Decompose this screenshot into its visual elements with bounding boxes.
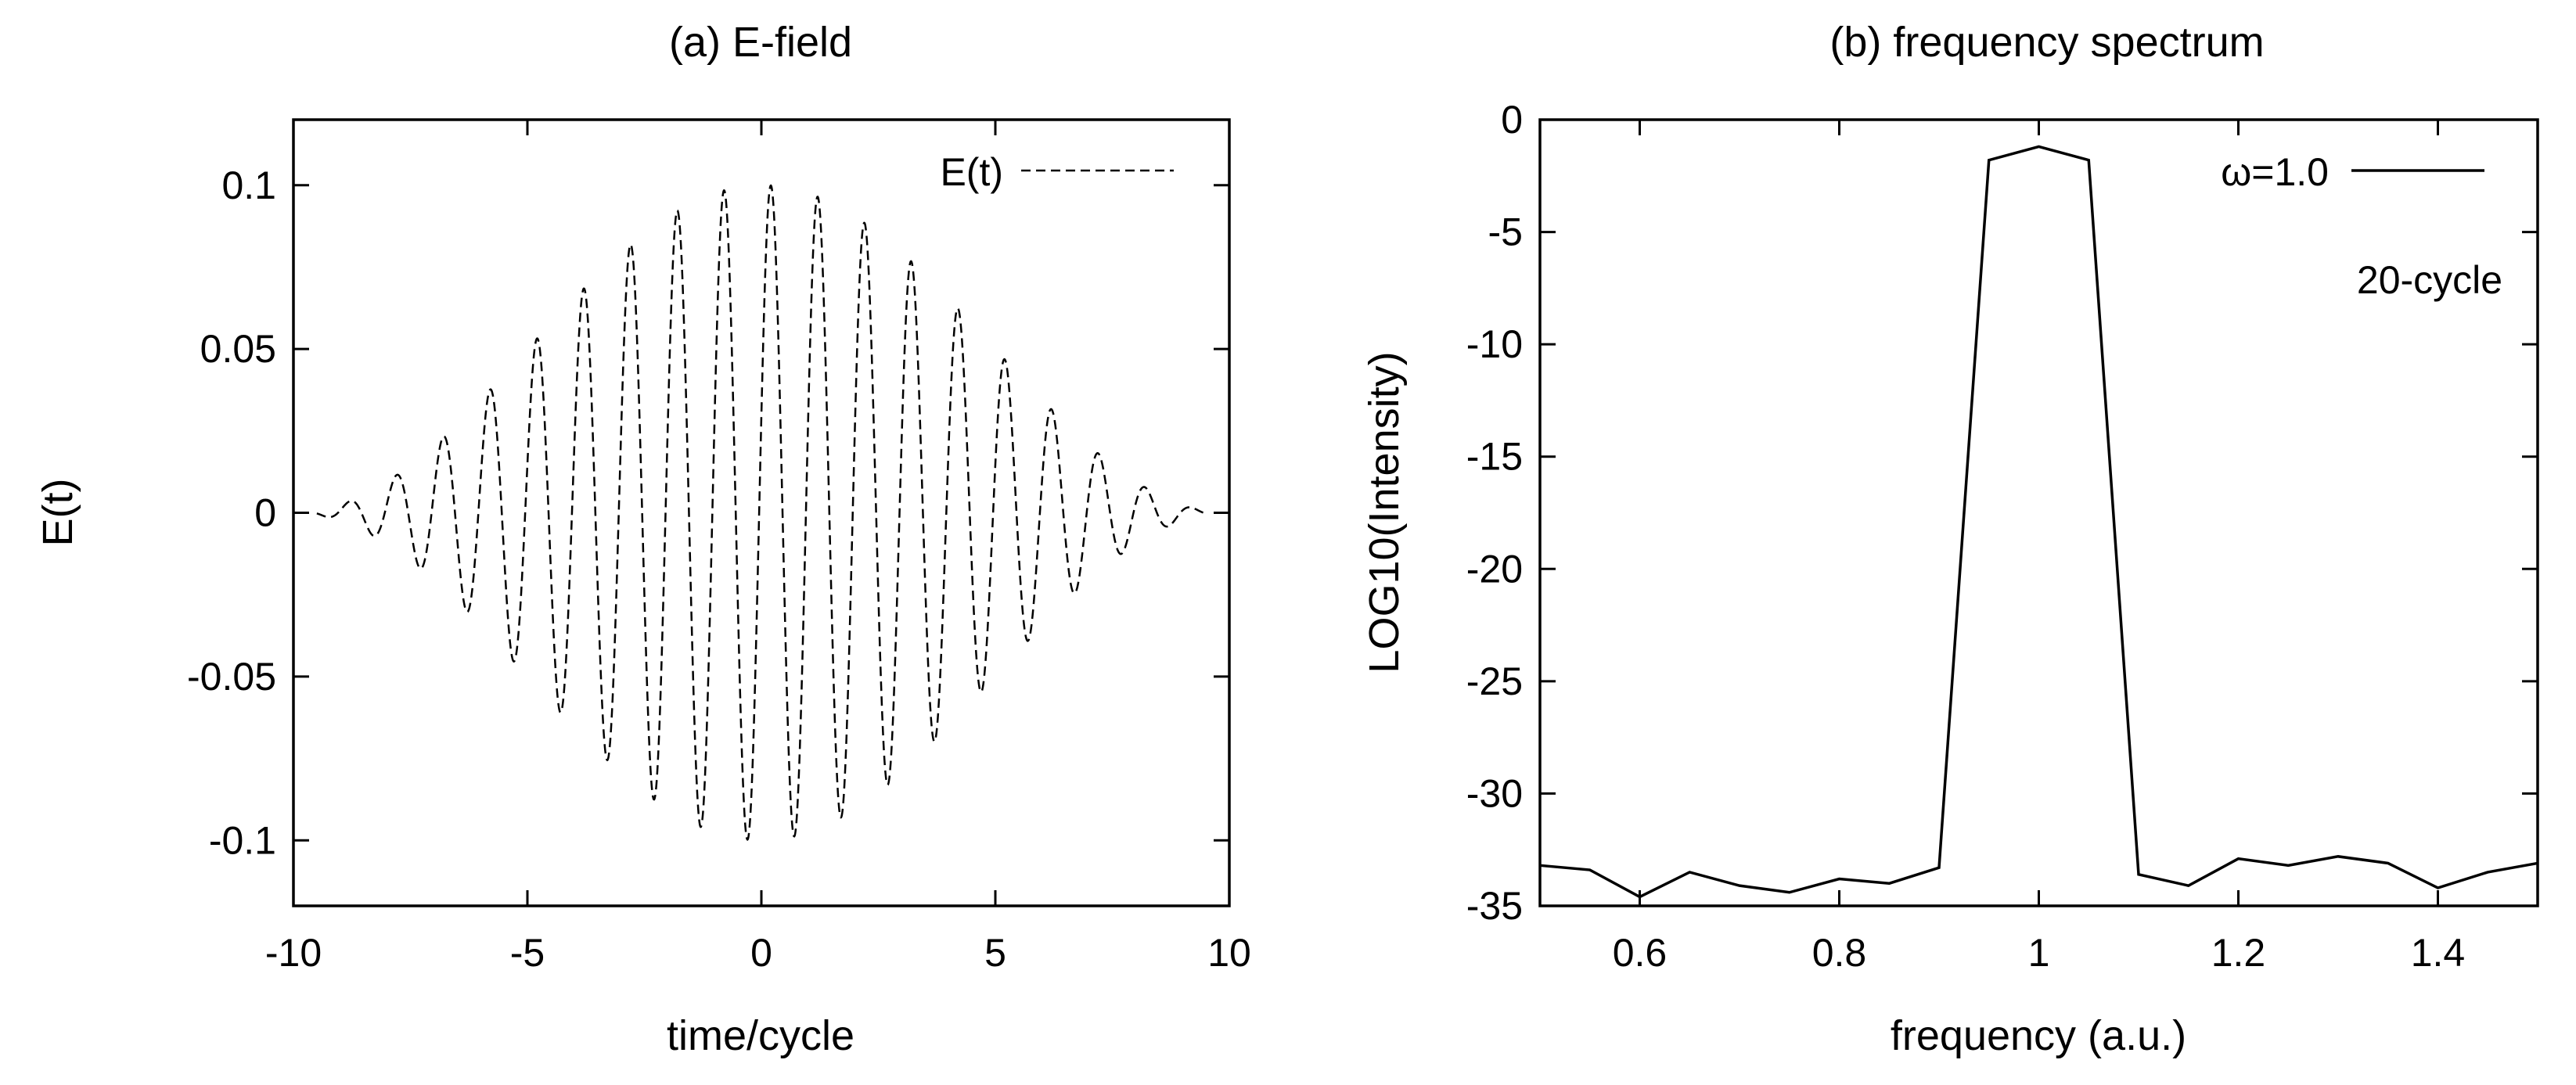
panel-a-y-tick-label: 0.1 <box>221 163 276 207</box>
panel-b-series <box>1539 145 2538 899</box>
panel-a-x-tick-label: 0 <box>750 931 772 975</box>
panel-b-y-tick-label: -35 <box>1466 884 1523 928</box>
panel-a-e-field: (a) E-field -10 -5 0 5 10 -0.1-0.0500.050.1 … <box>34 19 1251 1059</box>
panel-b-y-tick-label: -15 <box>1466 435 1523 479</box>
panel-b-y-tick-label: 0 <box>1501 98 1523 142</box>
panel-b-legend: ω=1.0 <box>2221 150 2484 194</box>
panel-a-legend-label: E(t) <box>940 150 1003 194</box>
panel-a-y-tick-label: -0.1 <box>209 818 276 862</box>
panel-a-x-tick-label: -5 <box>510 931 545 975</box>
panel-b-x-ticks: 0.6 0.8 1 1.2 1.4 <box>1613 120 2466 975</box>
panel-a-series <box>316 184 1207 842</box>
panel-b-y-tick-label: -30 <box>1466 771 1523 815</box>
panel-b-y-tick-label: -20 <box>1466 547 1523 591</box>
panel-b-series-line-omega-1-0 <box>1539 145 2538 899</box>
panel-b-y-tick-label: -5 <box>1488 210 1523 254</box>
panel-b-title: (b) frequency spectrum <box>1829 19 2264 66</box>
panel-b-y-ticks: 0 -5 -10 -15 -20 -25 -30 -35 <box>1466 98 2538 928</box>
panel-b-annotation: 20-cycle <box>2357 258 2502 302</box>
panel-a-y-tick-label: 0.05 <box>200 327 276 371</box>
panel-b-x-tick-label: 1.4 <box>2411 931 2466 975</box>
panel-b-frequency-spectrum: (b) frequency spectrum 0.6 0.8 1 1.2 1.4 0 -5… <box>1361 19 2539 1059</box>
panel-b-x-tick-label: 0.8 <box>1812 931 1867 975</box>
panel-a-y-ticks: -0.1 -0.05 0 0.05 0.1 <box>187 163 1229 862</box>
panel-a-x-tick-label: 10 <box>1207 931 1251 975</box>
panel-b-y-tick-label: -10 <box>1466 322 1523 366</box>
panel-a-y-tick-label: -0.05 <box>187 655 276 699</box>
panel-a-x-ticks: -10 -5 0 5 10 <box>265 120 1251 975</box>
panel-b-x-tick-label: 0.6 <box>1613 931 1668 975</box>
panel-a-series-line-E-t <box>316 184 1207 842</box>
panel-a-title: (a) E-field <box>669 19 852 66</box>
panel-a-legend: E(t) <box>940 150 1174 194</box>
panel-a-x-axis-title: time/cycle <box>667 1012 854 1059</box>
panel-b-y-tick-label: -25 <box>1466 659 1523 703</box>
panel-a-y-tick-label: 0 <box>254 491 276 535</box>
panel-a-x-tick-label: 5 <box>984 931 1006 975</box>
panel-b-plot-frame <box>1538 118 2539 907</box>
panel-a-plot-frame <box>292 118 1231 907</box>
panel-b-x-tick-label: 1 <box>2028 931 2050 975</box>
panel-b-legend-label: ω=1.0 <box>2221 150 2329 194</box>
panel-a-y-axis-title: E(t) <box>34 479 81 547</box>
panel-a-x-tick-label: -10 <box>265 931 322 975</box>
panel-b-x-tick-label: 1.2 <box>2211 931 2266 975</box>
panel-b-y-axis-title: LOG10(Intensity) <box>1361 351 1408 673</box>
panel-b-x-axis-title: frequency (a.u.) <box>1891 1012 2186 1059</box>
